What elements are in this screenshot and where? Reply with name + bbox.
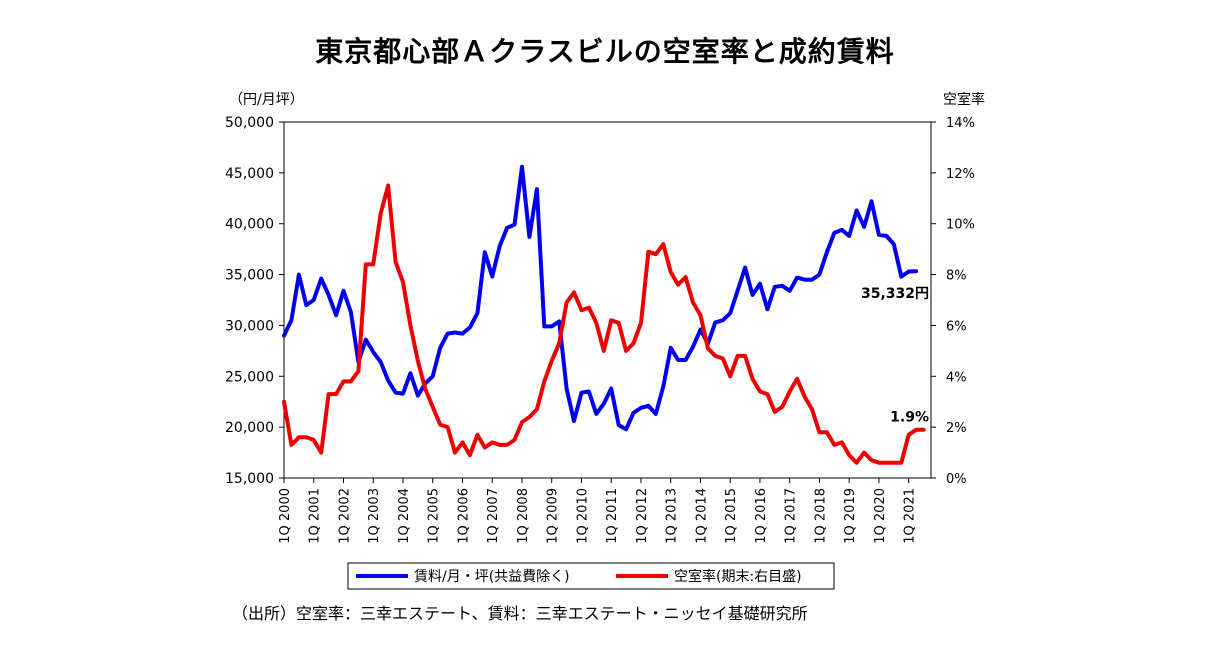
x-tick-label: 1Q 2006 [456, 488, 471, 544]
x-tick-label: 1Q 2008 [516, 488, 531, 544]
x-tick-label: 1Q 2002 [337, 488, 352, 544]
y-right-tick-label: 4% [946, 370, 967, 385]
x-tick-label: 1Q 2000 [278, 488, 293, 544]
y-left-unit-label: （円/月坪） [229, 92, 304, 108]
y-right-tick-label: 8% [946, 269, 967, 284]
x-tick-label: 1Q 2014 [694, 488, 709, 544]
y-right-tick-label: 14% [946, 116, 975, 131]
y-left-tick-label: 50,000 [225, 115, 274, 131]
x-tick-label: 1Q 2017 [784, 488, 799, 544]
x-tick-label: 1Q 2020 [873, 488, 888, 544]
legend-box [347, 562, 835, 590]
legend-rent-label: 賃料/月・坪(共益費除く) [414, 569, 570, 585]
x-tick-label: 1Q 2011 [605, 488, 620, 544]
x-tick-label: 1Q 2004 [397, 488, 412, 544]
y-left-tick-label: 15,000 [225, 471, 274, 487]
vacancy-series-line [282, 183, 926, 465]
x-tick-label: 1Q 2003 [367, 488, 382, 544]
y-right-tick-label: 0% [946, 472, 967, 487]
y-left-tick-label: 30,000 [225, 318, 274, 334]
source-note: （出所）空室率：三幸エステート、賃料：三幸エステート・ニッセイ基礎研究所 [232, 604, 808, 623]
x-tick-label: 1Q 2016 [754, 488, 769, 544]
x-tick-label: 1Q 2021 [903, 488, 918, 544]
y-right-tick-label: 6% [946, 319, 967, 334]
x-tick-label: 1Q 2012 [635, 488, 650, 544]
rent-end-label: 35,332円 [861, 286, 929, 302]
y-left-tick-label: 40,000 [225, 217, 274, 233]
x-tick-label: 1Q 2009 [546, 488, 561, 544]
chart-title: 東京都心部Ａクラスビルの空室率と成約賃料 [315, 35, 895, 68]
y-right-tick-label: 10% [946, 218, 975, 233]
x-tick-label: 1Q 2010 [575, 488, 590, 544]
rent-series-line [282, 164, 919, 432]
x-tick-label: 1Q 2005 [427, 488, 442, 544]
y-left-tick-label: 25,000 [225, 369, 274, 385]
y-right-unit-label: 空室率 [943, 91, 985, 108]
x-tick-label: 1Q 2001 [308, 488, 323, 544]
y-left-tick-label: 20,000 [225, 420, 274, 436]
x-tick-label: 1Q 2007 [486, 488, 501, 544]
y-right-tick-label: 12% [946, 167, 975, 182]
plot-frame [283, 121, 932, 479]
vacancy-end-label: 1.9% [890, 410, 929, 426]
x-tick-label: 1Q 2013 [665, 488, 680, 544]
y-left-tick-label: 45,000 [225, 166, 274, 182]
y-left-tick-label: 35,000 [225, 268, 274, 284]
y-right-tick-label: 2% [946, 421, 967, 436]
x-tick-label: 1Q 2019 [843, 488, 858, 544]
x-tick-label: 1Q 2018 [813, 488, 828, 544]
x-tick-label: 1Q 2015 [724, 488, 739, 544]
legend-vacancy-label: 空室率(期末:右目盛) [674, 568, 802, 585]
